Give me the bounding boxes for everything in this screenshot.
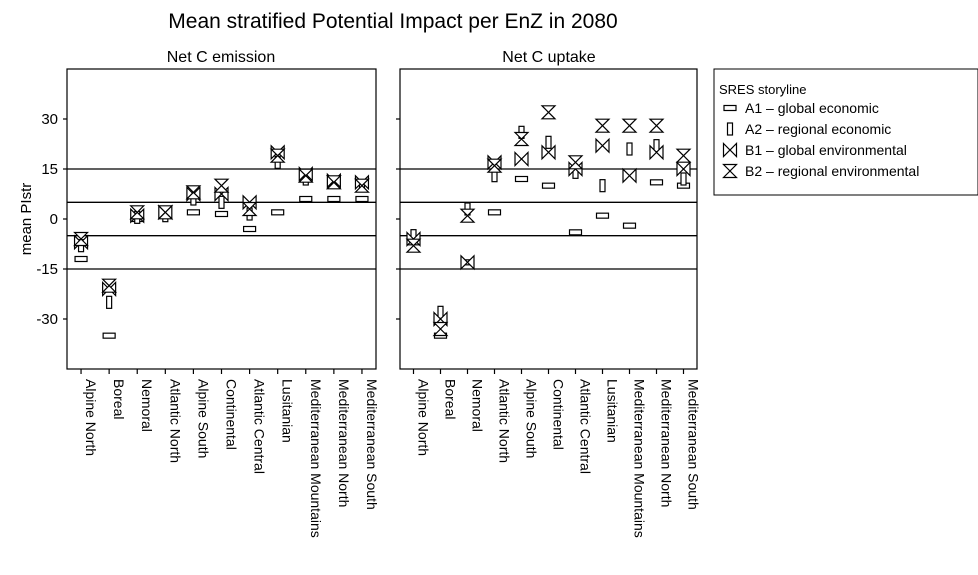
marker-a1 bbox=[102, 332, 116, 339]
marker-a1 bbox=[649, 179, 664, 186]
marker-b1 bbox=[541, 144, 556, 161]
marker-a1 bbox=[595, 212, 610, 219]
panels: Net C emission -30 -15 0 15 30 Alpine North Bor… bbox=[36, 49, 701, 538]
x-tick-label: Atlantic Central bbox=[578, 379, 594, 474]
marker-b2 bbox=[594, 118, 611, 133]
marker-a1 bbox=[186, 209, 201, 216]
y-tick-label: -30 bbox=[36, 311, 58, 328]
marker-a1 bbox=[214, 210, 229, 218]
x-tick-label: Alpine South bbox=[195, 379, 211, 458]
marker-a2 bbox=[218, 195, 225, 209]
marker-b2 bbox=[486, 158, 503, 173]
panel-title: Net C uptake bbox=[502, 49, 595, 66]
marker-a1 bbox=[487, 209, 502, 216]
y-axis-label: mean PIstr bbox=[18, 183, 35, 256]
x-tick-label: Atlantic North bbox=[167, 379, 183, 463]
legend-title: SRES storyline bbox=[719, 82, 806, 97]
marker-b2 bbox=[432, 321, 449, 337]
marker-b1 bbox=[649, 144, 664, 161]
x-tick-label: Atlantic North bbox=[497, 379, 513, 463]
legend-marker-a1 bbox=[723, 104, 737, 112]
marker-b2 bbox=[354, 178, 370, 193]
legend-box bbox=[713, 68, 978, 196]
marker-a1 bbox=[299, 195, 313, 203]
panel-2: Net C uptake Alpine North Boreal Nemoral Atl… bbox=[396, 49, 702, 538]
marker-a2 bbox=[626, 142, 633, 156]
marker-b2 bbox=[297, 168, 314, 183]
x-tick-label: Mediterranean South bbox=[686, 379, 702, 510]
x-tick-label: Continental bbox=[551, 379, 567, 450]
legend-label-b2: B2 – regional environmental bbox=[745, 163, 919, 179]
marker-a1 bbox=[271, 209, 285, 216]
legend-marker-b1 bbox=[722, 142, 738, 158]
marker-b2 bbox=[73, 231, 89, 247]
marker-b1 bbox=[676, 161, 691, 177]
panel-title: Net C emission bbox=[167, 49, 275, 66]
marker-a1 bbox=[355, 195, 369, 203]
y-tick-label: 15 bbox=[41, 161, 58, 178]
y-tick-label: -15 bbox=[36, 261, 58, 278]
marker-b2 bbox=[129, 205, 146, 220]
y-tick-label: 0 bbox=[50, 211, 58, 228]
legend-marker-b2 bbox=[722, 163, 738, 179]
marker-a1 bbox=[541, 182, 556, 189]
chart-title: Mean stratified Potential Impact per EnZ… bbox=[168, 10, 617, 33]
x-tick-label: Nemoral bbox=[139, 379, 155, 432]
marker-b2 bbox=[325, 175, 342, 190]
x-tick-label: Mediterranean South bbox=[364, 379, 380, 510]
marker-a2 bbox=[599, 179, 606, 193]
marker-b2 bbox=[459, 208, 476, 223]
marker-b1 bbox=[622, 167, 637, 184]
marker-b2 bbox=[241, 201, 258, 217]
marker-b1 bbox=[595, 137, 610, 154]
x-tick-label: Alpine North bbox=[416, 379, 432, 456]
x-tick-label: Continental bbox=[224, 379, 240, 450]
marker-a1 bbox=[74, 255, 88, 263]
marker-b2 bbox=[405, 238, 422, 253]
marker-b2 bbox=[185, 185, 202, 200]
marker-a1 bbox=[514, 175, 529, 183]
x-tick-label: Mediterranean Mountains bbox=[632, 379, 648, 538]
marker-b2 bbox=[157, 205, 174, 220]
marker-b1 bbox=[460, 254, 475, 271]
marker-a2 bbox=[545, 135, 552, 149]
legend-label-a1: A1 – global economic bbox=[745, 100, 879, 116]
marker-a1 bbox=[568, 229, 583, 236]
marker-b2 bbox=[675, 148, 692, 163]
marker-b2 bbox=[648, 118, 665, 133]
marker-b2 bbox=[540, 105, 557, 120]
marker-b2 bbox=[567, 155, 584, 170]
marker-a2 bbox=[106, 295, 113, 309]
x-tick-label: Boreal bbox=[111, 379, 127, 419]
x-tick-label: Atlantic Central bbox=[252, 379, 268, 474]
legend-label-b1: B1 – global environmental bbox=[745, 142, 907, 158]
x-tick-label: Mediterranean North bbox=[336, 379, 352, 507]
x-tick-label: Alpine North bbox=[83, 379, 99, 456]
y-tick-label: 30 bbox=[41, 111, 58, 128]
marker-a2 bbox=[680, 172, 687, 186]
marker-b2 bbox=[621, 118, 638, 133]
x-tick-label: Boreal bbox=[443, 379, 459, 419]
x-tick-label: Lusitanian bbox=[280, 379, 296, 443]
panel-frame bbox=[66, 68, 377, 370]
legend-marker-a2 bbox=[726, 122, 734, 136]
panel-1: Net C emission -30 -15 0 15 30 Alpine North Bor… bbox=[36, 49, 380, 538]
legend: SRES storyline A1 – global economic A2 – … bbox=[713, 68, 978, 196]
marker-a1 bbox=[622, 222, 637, 229]
marker-b2 bbox=[269, 148, 286, 163]
marker-b2 bbox=[101, 278, 118, 293]
marker-a1 bbox=[242, 225, 257, 233]
marker-b2 bbox=[213, 178, 230, 193]
marker-b1 bbox=[514, 151, 529, 167]
legend-label-a2: A2 – regional economic bbox=[745, 121, 891, 137]
x-tick-label: Mediterranean North bbox=[659, 379, 675, 507]
x-tick-label: Nemoral bbox=[470, 379, 486, 432]
marker-b2 bbox=[513, 131, 530, 147]
x-tick-label: Alpine South bbox=[524, 379, 540, 458]
marker-a1 bbox=[327, 195, 341, 203]
x-tick-label: Mediterranean Mountains bbox=[308, 379, 324, 538]
x-tick-label: Lusitanian bbox=[605, 379, 621, 443]
